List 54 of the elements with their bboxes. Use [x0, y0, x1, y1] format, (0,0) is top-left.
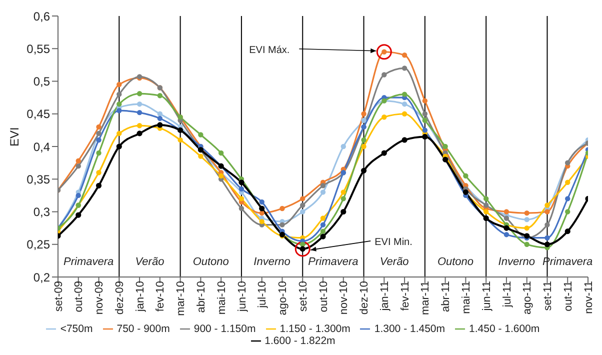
y-tick-label: 0,6	[33, 9, 50, 24]
y-tick-label: 0,4	[33, 140, 50, 154]
annotation: EVI Min.	[374, 236, 412, 248]
legend-label: 1.300 - 1.450m	[374, 323, 446, 335]
legend-label: 1.150 - 1.300m	[280, 323, 350, 335]
x-tick-label: dez-09	[114, 281, 126, 315]
x-tick-label: fev-11	[399, 281, 412, 311]
x-tick-label: out-09	[73, 281, 86, 312]
x-tick-label: jun-10	[236, 281, 248, 313]
x-tick-label: jul-11	[501, 281, 514, 308]
x-tick-label: mai-11	[460, 281, 472, 314]
annotation: Outono	[437, 256, 474, 268]
annotation: Verão	[380, 256, 409, 268]
legend-label: 1.450 - 1.600m	[469, 323, 540, 335]
x-tick-label: mai-10	[216, 281, 228, 315]
legend-label: <750m	[60, 323, 93, 335]
y-axis-title: EVI	[7, 127, 22, 146]
x-tick-label: mar-11	[420, 281, 432, 316]
annotation: Inverno	[254, 256, 290, 268]
annotation: EVI Máx.	[249, 44, 290, 56]
x-tick-label: set-09	[52, 281, 65, 312]
x-tick-label: ago-11	[522, 281, 534, 314]
y-tick-label: 0,35	[26, 172, 50, 186]
x-tick-label: dez-10	[358, 281, 371, 315]
x-tick-label: mar-10	[175, 281, 188, 316]
x-tick-label: nov-10	[338, 281, 350, 315]
y-tick-label: 0,45	[26, 107, 50, 122]
legend-label: 900 - 1.150m	[194, 323, 256, 335]
y-tick-label: 0,3	[33, 205, 50, 220]
y-tick-label: 0,25	[26, 238, 50, 252]
annotation: Verão	[135, 256, 164, 268]
x-tick-label: abr-10	[196, 281, 208, 313]
x-tick-label: nov-09	[94, 281, 106, 315]
y-tick-label: 0,2	[33, 270, 50, 284]
x-tick-label: out-11	[562, 281, 574, 312]
y-tick-label: 0,5	[33, 74, 50, 89]
x-tick-label: out-10	[318, 281, 330, 312]
x-tick-label: fev-10	[154, 281, 167, 312]
legend-label: 750 - 900m	[116, 323, 170, 335]
x-tick-label: nov-11	[582, 281, 595, 314]
y-tick-label: 0,55	[26, 42, 50, 56]
annotation: Outono	[192, 256, 229, 268]
x-tick-label: jan-11	[378, 281, 391, 312]
annotation: Primavera	[64, 256, 114, 268]
annotation: Inverno	[498, 256, 536, 268]
x-tick-label: set-10	[297, 281, 310, 312]
annotation: Primavera	[308, 256, 358, 268]
x-tick-label: set-11	[542, 281, 554, 311]
x-tick-label: jan-10	[134, 281, 146, 313]
x-tick-label: jun-11	[480, 281, 493, 312]
x-tick-label: ago-10	[277, 281, 290, 316]
legend-label: 1.600 - 1.822m	[264, 335, 336, 347]
x-tick-label: abr-11	[440, 281, 452, 312]
x-tick-label: jul-10	[256, 281, 269, 309]
